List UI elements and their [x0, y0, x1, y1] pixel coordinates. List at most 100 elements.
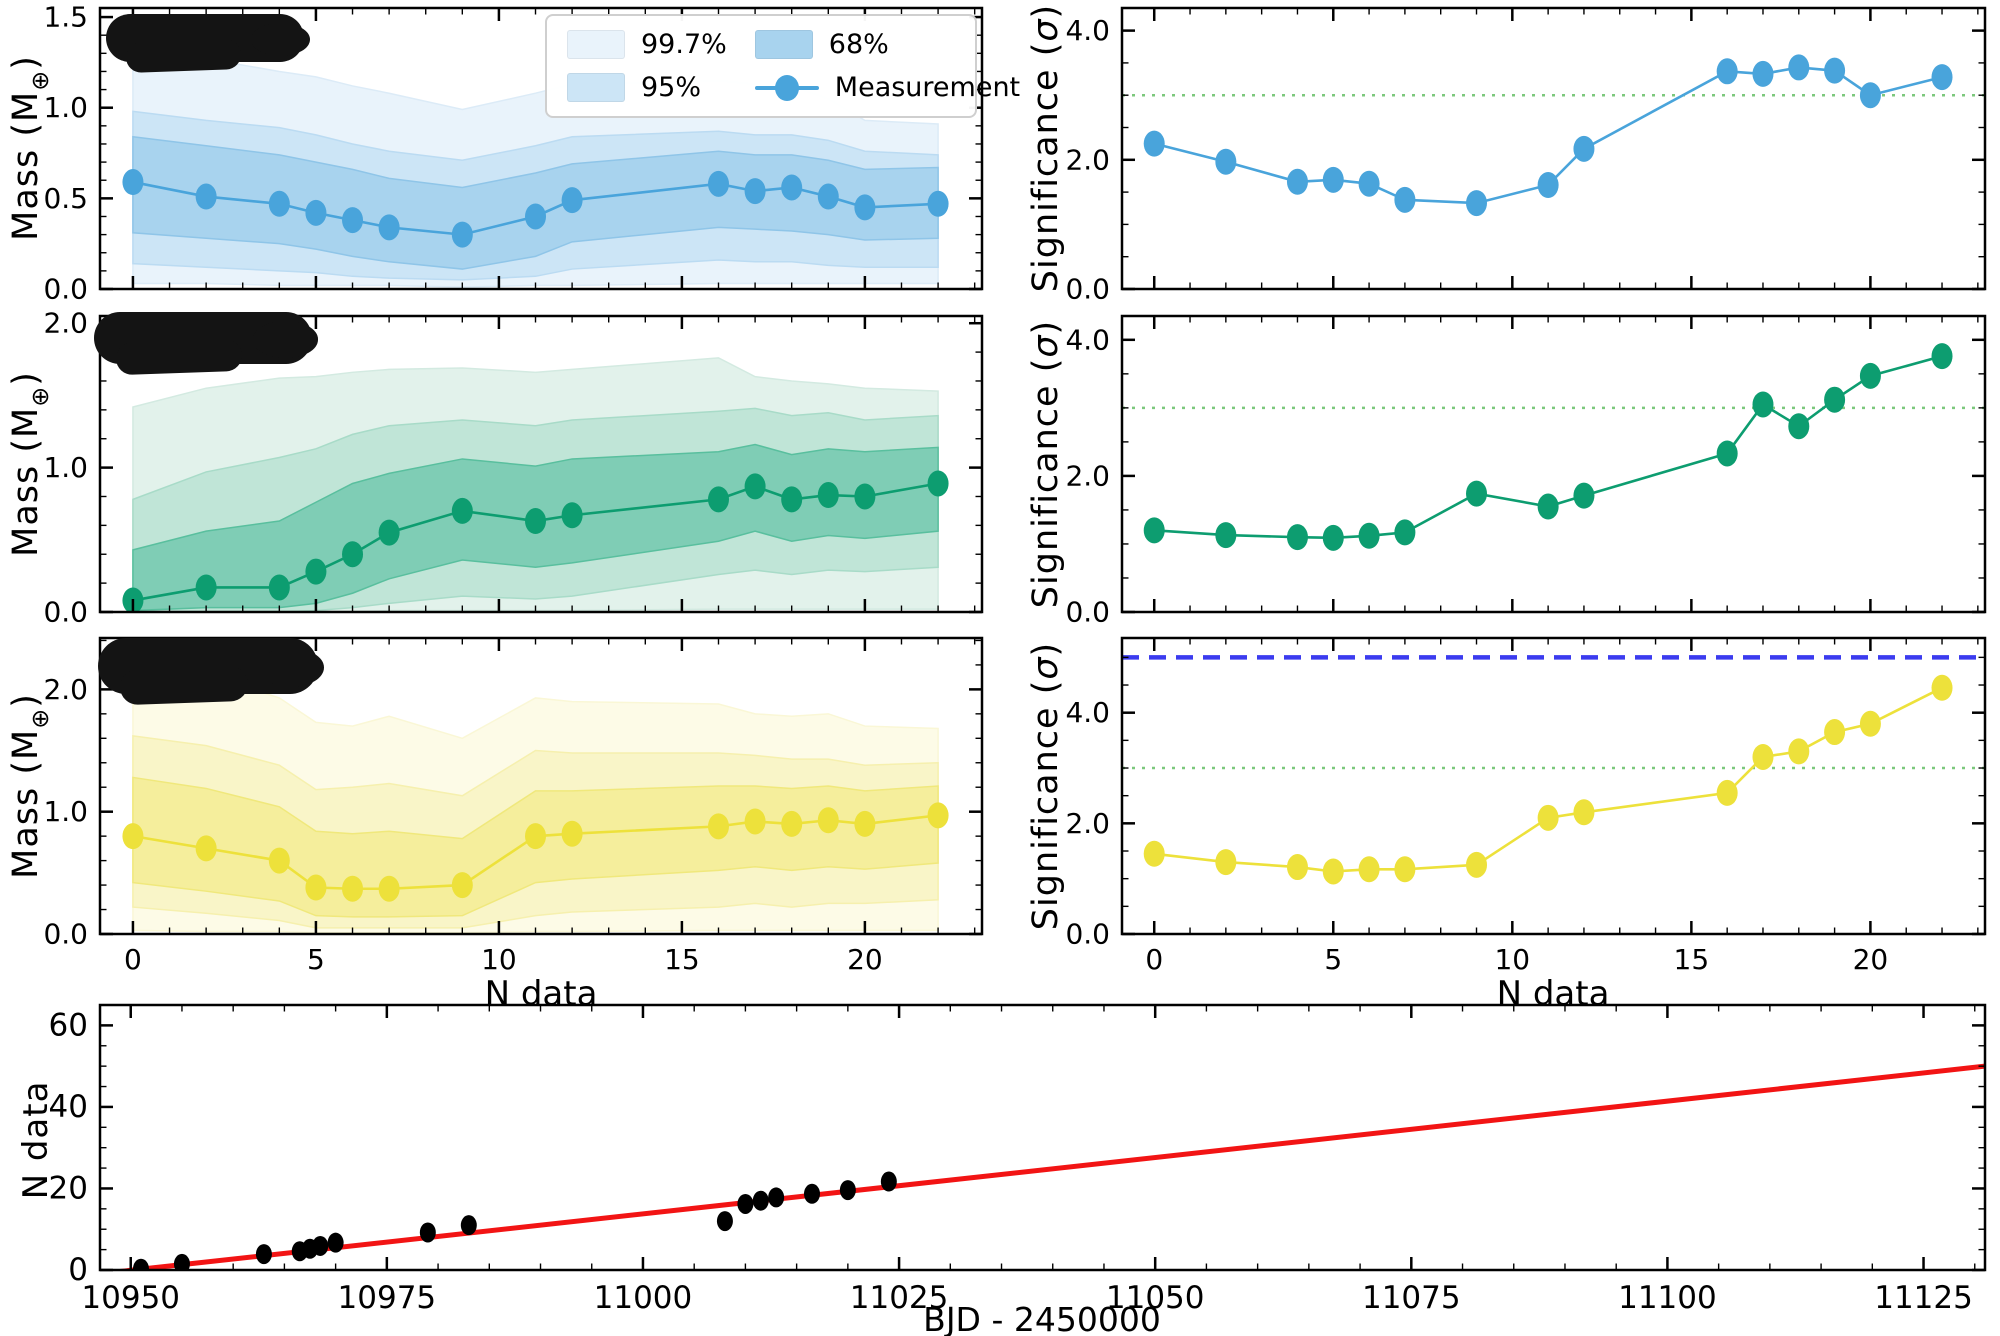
measurement-point: [451, 497, 473, 524]
measurement-point: [707, 170, 729, 197]
measurement-point: [1931, 343, 1953, 370]
measurement-point: [781, 174, 803, 201]
legend-item-95: 95%: [567, 72, 727, 103]
ylabel-mass-row2: Mass (M⊕): [6, 371, 54, 557]
measurement-point: [525, 203, 547, 230]
measurement-point: [1859, 82, 1881, 109]
tick-labels: 0.0 1.0 2.0: [43, 307, 88, 629]
axes-spine: [98, 6, 984, 291]
measurement-point: [1143, 840, 1165, 867]
x-tick-label: 10: [481, 943, 517, 976]
measurement-point: [817, 807, 839, 834]
measurement-point: [268, 847, 290, 874]
plot-area-sig_yellow: [1122, 655, 1985, 885]
measurement-point: [854, 810, 876, 837]
measurement-point: [744, 808, 766, 835]
x-tick-label: 0: [124, 943, 142, 976]
measurement-point: [744, 178, 766, 205]
measurement-points: [122, 802, 949, 902]
tick-labels: 0.0 0.5 1.0 1.5: [43, 1, 88, 306]
ylabel-significance-row3: Significance (σ): [1026, 641, 1066, 931]
measurement-point: [195, 835, 217, 862]
measurement-point: [1573, 799, 1595, 826]
plot-area-mass_green: [122, 357, 949, 612]
measurement-point: [1466, 480, 1488, 507]
panel-mass_yellow: 0.0 1.0 2.0 0 5 10 15 20: [43, 636, 984, 976]
measurement-point: [1286, 524, 1308, 551]
measurement-point: [744, 473, 766, 500]
ylabel-significance-row2: Significance (σ): [1026, 319, 1066, 609]
observation-point: [460, 1215, 477, 1236]
y-tick-label: 0.0: [43, 273, 88, 306]
panel-sig_blue: 0.0 2.0 4.0: [1065, 6, 1987, 306]
y-tick-label: 2.0: [43, 673, 88, 706]
measurement-point: [707, 813, 729, 840]
panel-timeline: 0 20 40 60 10950 10975 11000 11025 11050 11075 111…: [49, 1003, 1987, 1316]
measurement-point: [1286, 168, 1308, 195]
x-tick-label: 10975: [338, 1280, 437, 1316]
legend: 99.7% 68% 95% Measurement: [545, 14, 1020, 118]
measurement-point: [1824, 57, 1846, 84]
band-68-swatch-icon: [754, 30, 813, 59]
measurement-point: [854, 194, 876, 221]
measurement-point: [1716, 58, 1738, 85]
y-tick-label: 0.0: [1065, 596, 1110, 629]
y-tick-label: 1.0: [43, 91, 88, 124]
legend-label: 68%: [828, 29, 889, 60]
y-tick-label: 0.0: [43, 596, 88, 629]
measurement-point: [1394, 186, 1416, 213]
measurement-point: [1286, 854, 1308, 881]
ylabel-mass-row1: Mass (M⊕): [6, 55, 54, 241]
axes-spine: [1120, 636, 1987, 936]
legend-label: 95%: [641, 72, 702, 103]
plot-area-timeline: [110, 1063, 1985, 1270]
measurement-point: [1143, 130, 1165, 157]
measurement-point: [1215, 148, 1237, 175]
y-tick-label: 2.0: [1065, 807, 1110, 840]
legend-item-measurement: Measurement: [754, 72, 1020, 103]
measurement-point: [195, 183, 217, 210]
y-tick-label: 20: [49, 1170, 88, 1206]
measurement-point: [1788, 54, 1810, 81]
measurement-point: [268, 574, 290, 601]
observation-points: [132, 1171, 897, 1270]
x-tick-label: 20: [1853, 943, 1889, 976]
axes-spine: [98, 314, 984, 614]
y-tick-label: 2.0: [43, 307, 88, 340]
tick-labels: 0 20 40 60 10950 10975 11000 11025 11050 11075 111…: [49, 1007, 1973, 1316]
measurement-point: [378, 214, 400, 241]
x-tick-label: 15: [1674, 943, 1710, 976]
measurement-point: [1573, 482, 1595, 509]
measurement-points: [1143, 343, 1953, 551]
measurement-point: [1752, 391, 1774, 418]
measurement-point: [1143, 517, 1165, 544]
ticks: [1122, 638, 1985, 936]
y-tick-label: 2.0: [1065, 143, 1110, 176]
x-tick-label: 11025: [850, 1280, 949, 1316]
band-95-swatch-icon: [567, 73, 625, 102]
observation-point: [255, 1244, 272, 1265]
measurement-point: [1716, 779, 1738, 806]
observation-point: [312, 1235, 329, 1256]
measurement-point: [342, 875, 364, 902]
ticks: [100, 638, 982, 936]
measurement-point: [1537, 493, 1559, 520]
panel-sig_green: 0.0 2.0 4.0: [1065, 314, 1987, 629]
measurement-point: [1394, 856, 1416, 883]
measurement-point: [1322, 524, 1344, 551]
measurement-line: [1154, 686, 1943, 873]
y-tick-label: 4.0: [1065, 323, 1110, 356]
observation-point: [752, 1190, 769, 1211]
x-tick-label: 15: [664, 943, 700, 976]
observation-point: [419, 1222, 436, 1243]
legend-item-68: 68%: [754, 29, 1020, 60]
ticks: [100, 316, 982, 614]
measurement-point: [451, 872, 473, 899]
measurement-point: [1215, 849, 1237, 876]
observation-point: [737, 1193, 754, 1214]
legend-label: 99.7%: [641, 29, 727, 60]
legend-item-99-7: 99.7%: [567, 29, 727, 60]
x-tick-label: 11125: [1874, 1280, 1973, 1316]
y-tick-label: 40: [49, 1089, 88, 1125]
